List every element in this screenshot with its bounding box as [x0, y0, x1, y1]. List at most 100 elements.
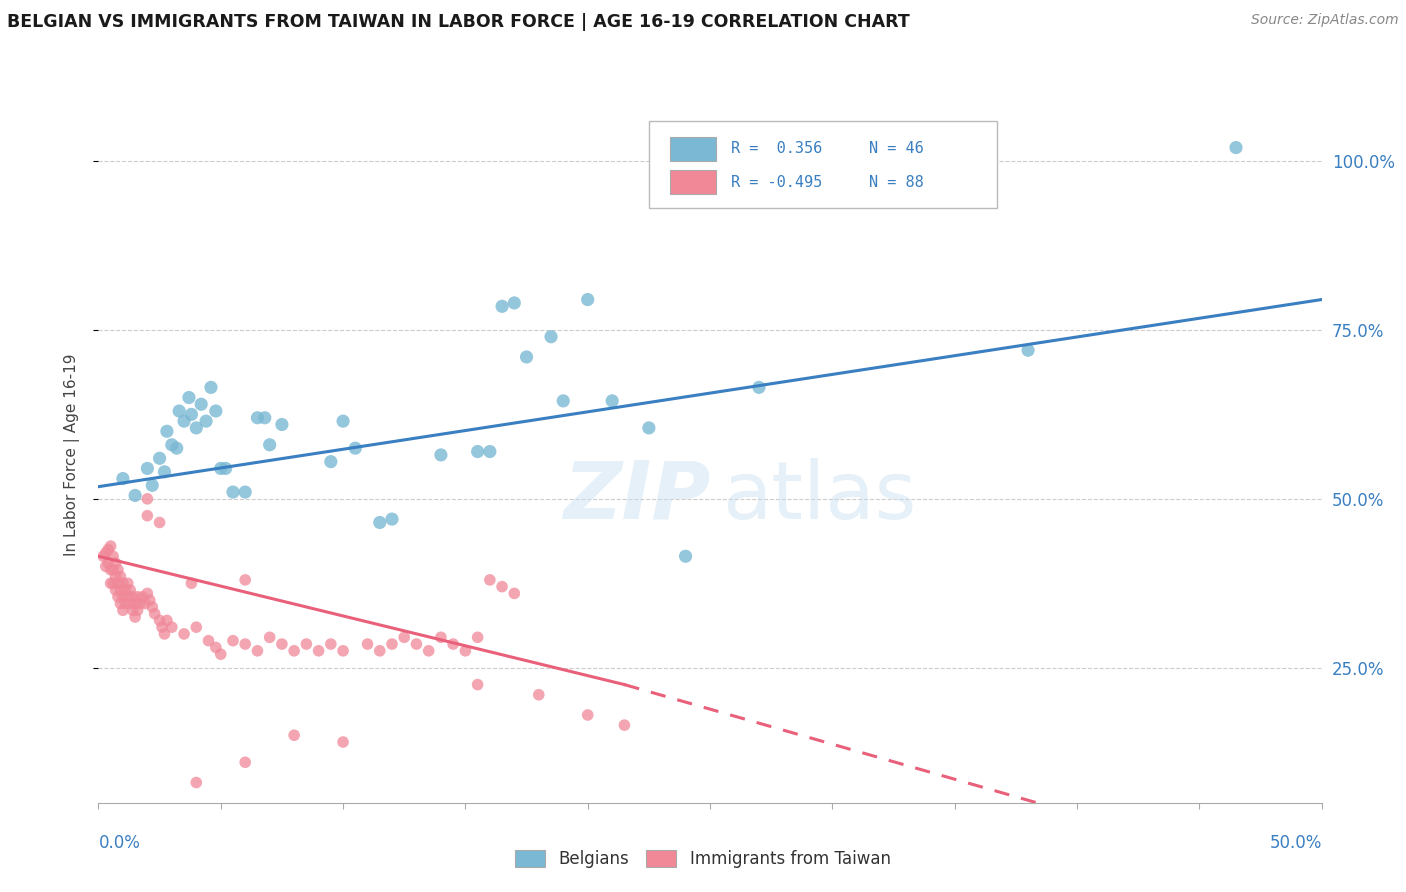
Legend: Belgians, Immigrants from Taiwan: Belgians, Immigrants from Taiwan [509, 843, 897, 875]
Point [467, 677, 489, 691]
Point [104, 582, 127, 597]
Point [467, 444, 489, 458]
Point [209, 647, 232, 661]
Point [111, 472, 134, 486]
Point [356, 637, 378, 651]
Point [173, 627, 195, 641]
Point [270, 637, 294, 651]
Point [190, 397, 212, 411]
Point [418, 644, 440, 658]
Point [129, 597, 152, 611]
Point [613, 718, 636, 732]
Point [173, 414, 195, 428]
Point [114, 597, 136, 611]
Point [332, 414, 354, 428]
Point [503, 296, 526, 310]
Point [1017, 343, 1039, 358]
Point [332, 735, 354, 749]
Point [675, 549, 697, 564]
Point [160, 620, 183, 634]
Point [167, 404, 190, 418]
Point [127, 603, 149, 617]
Point [156, 614, 179, 628]
Point [392, 630, 416, 644]
Point [177, 391, 200, 405]
Point [638, 421, 661, 435]
Point [478, 573, 501, 587]
Point [136, 508, 159, 523]
Point [381, 512, 404, 526]
Point [117, 590, 139, 604]
Point [114, 582, 136, 597]
Point [120, 582, 142, 597]
Point [111, 576, 134, 591]
Point [270, 417, 294, 432]
Point [136, 461, 159, 475]
Point [131, 590, 153, 604]
Point [430, 630, 453, 644]
Point [344, 441, 367, 455]
Point [308, 644, 330, 658]
Point [319, 455, 342, 469]
Point [467, 630, 489, 644]
Point [222, 633, 245, 648]
Point [405, 637, 427, 651]
Point [141, 478, 163, 492]
Point [214, 461, 236, 475]
Point [259, 438, 281, 452]
Point [503, 586, 526, 600]
Point [180, 408, 202, 422]
Point [233, 573, 256, 587]
Point [134, 597, 156, 611]
Point [200, 380, 222, 394]
Text: R = -0.495: R = -0.495 [731, 175, 823, 190]
Point [117, 576, 139, 591]
Text: N = 46: N = 46 [869, 141, 924, 156]
Point [143, 607, 166, 621]
FancyBboxPatch shape [650, 121, 997, 208]
Point [136, 491, 159, 506]
Point [139, 593, 162, 607]
Point [156, 424, 179, 438]
Point [259, 630, 281, 644]
Point [246, 410, 269, 425]
Point [478, 444, 501, 458]
Point [104, 569, 127, 583]
Point [368, 516, 391, 530]
Point [111, 603, 134, 617]
Point [197, 633, 219, 648]
Point [124, 610, 146, 624]
Point [153, 465, 176, 479]
Point [205, 404, 228, 418]
Point [121, 590, 143, 604]
Point [100, 563, 122, 577]
Point [97, 556, 120, 570]
Point [515, 350, 537, 364]
Point [233, 756, 256, 770]
Point [748, 380, 770, 394]
Point [97, 542, 120, 557]
Point [186, 421, 208, 435]
Point [576, 293, 599, 307]
Point [107, 590, 129, 604]
Point [233, 637, 256, 651]
Point [160, 438, 183, 452]
Point [491, 299, 513, 313]
Text: Source: ZipAtlas.com: Source: ZipAtlas.com [1251, 13, 1399, 28]
Point [100, 539, 122, 553]
Point [124, 597, 146, 611]
Point [246, 644, 269, 658]
Text: BELGIAN VS IMMIGRANTS FROM TAIWAN IN LABOR FORCE | AGE 16-19 CORRELATION CHART: BELGIAN VS IMMIGRANTS FROM TAIWAN IN LAB… [7, 13, 910, 31]
Text: atlas: atlas [723, 458, 917, 536]
Point [124, 488, 146, 502]
Y-axis label: In Labor Force | Age 16-19: In Labor Force | Age 16-19 [65, 353, 80, 557]
Point [101, 563, 124, 577]
Point [136, 586, 159, 600]
Point [101, 576, 124, 591]
Point [295, 637, 318, 651]
Point [166, 441, 188, 455]
Point [100, 576, 122, 591]
Point [127, 590, 149, 604]
Point [150, 620, 173, 634]
Text: 50.0%: 50.0% [1270, 834, 1322, 852]
